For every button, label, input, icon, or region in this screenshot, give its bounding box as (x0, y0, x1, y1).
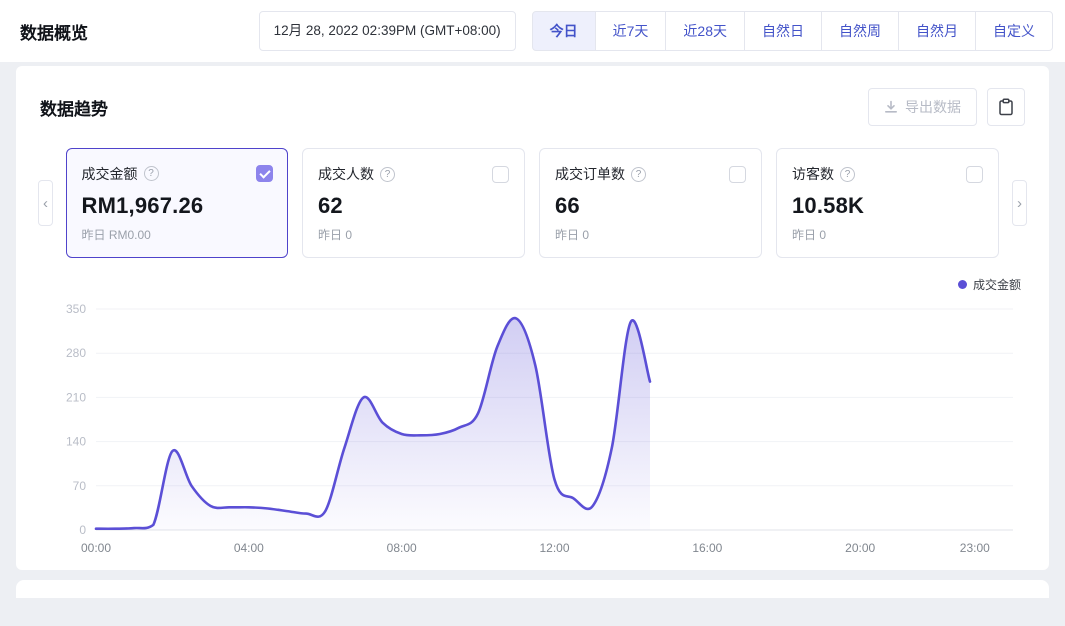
help-icon[interactable]: ? (143, 166, 159, 181)
tab-today[interactable]: 今日 (531, 11, 596, 51)
metric-cards-row: ‹ 成交金额 ? RM1,967.26 昨日 RM0.00 成交人数 ? 62 … (38, 148, 1027, 258)
data-trend-card: 数据趋势 导出数据 ‹ 成交金额 ? (16, 66, 1049, 570)
tab-natural-month[interactable]: 自然月 (898, 11, 976, 51)
trend-line-chart: 0 70 140 210 280 350 00:00 04:00 08:00 12:00 16:00… (66, 302, 1013, 555)
trend-card-header: 数据趋势 导出数据 (40, 88, 1025, 126)
help-icon[interactable]: ? (840, 166, 855, 182)
tab-last-28-days[interactable]: 近28天 (665, 11, 745, 51)
trend-card-actions: 导出数据 (868, 88, 1025, 126)
help-icon[interactable]: ? (631, 166, 646, 182)
svg-text:280: 280 (66, 346, 86, 360)
metric-checkbox[interactable] (966, 165, 983, 183)
svg-text:12:00: 12:00 (539, 541, 569, 555)
report-clipboard-button[interactable] (987, 88, 1025, 126)
date-range-display: 12月 28, 2022 02:39PM (GMT+08:00) (258, 11, 516, 51)
next-section-peek (16, 580, 1049, 598)
svg-text:140: 140 (66, 435, 86, 449)
metric-value: 10.58K (792, 193, 865, 218)
svg-text:350: 350 (66, 302, 86, 316)
svg-text:16:00: 16:00 (692, 541, 722, 555)
header-controls: 12月 28, 2022 02:39PM (GMT+08:00) 今日 近7天 … (258, 11, 1053, 51)
tab-natural-day[interactable]: 自然日 (744, 11, 822, 51)
metric-checkbox[interactable] (729, 165, 746, 183)
svg-text:23:00: 23:00 (960, 541, 990, 555)
metric-card-orders[interactable]: 成交订单数 ? 66 昨日 0 (539, 148, 762, 258)
metric-yesterday: 昨日 0 (792, 228, 827, 242)
metric-value: 62 (318, 193, 343, 218)
metric-yesterday: 昨日 RM0.00 (81, 227, 151, 242)
clipboard-icon (999, 98, 1013, 116)
svg-text:70: 70 (73, 479, 87, 493)
svg-text:08:00: 08:00 (387, 541, 417, 555)
date-range-tabs: 今日 近7天 近28天 自然日 自然周 自然月 自定义 (531, 11, 1053, 51)
metric-checkbox[interactable] (255, 165, 273, 182)
metric-label: 成交订单数 (555, 166, 625, 182)
chart-legend: 成交金额 (40, 276, 1025, 293)
tab-custom[interactable]: 自定义 (975, 11, 1053, 51)
page-title: 数据概览 (20, 23, 88, 43)
legend-label: 成交金额 (972, 278, 1021, 292)
metric-card-visitors[interactable]: 访客数 ? 10.58K 昨日 0 (776, 148, 999, 258)
metric-card-top: 成交金额 ? (82, 164, 273, 184)
download-icon (885, 100, 897, 113)
svg-text:0: 0 (79, 523, 86, 537)
metric-card-top: 成交订单数 ? (555, 164, 746, 184)
metric-label: 成交金额 (81, 165, 138, 182)
metric-card-top: 成交人数 ? (318, 164, 509, 184)
tab-last-7-days[interactable]: 近7天 (594, 11, 667, 51)
metric-value: RM1,967.26 (81, 192, 204, 218)
metric-label: 成交人数 (318, 166, 374, 182)
help-icon[interactable]: ? (380, 166, 395, 182)
svg-text:00:00: 00:00 (81, 541, 111, 555)
metric-checkbox[interactable] (492, 165, 509, 183)
svg-text:20:00: 20:00 (845, 541, 875, 555)
section-title: 数据趋势 (40, 99, 108, 119)
metric-card-top: 访客数 ? (792, 164, 983, 184)
metric-value: 66 (555, 193, 580, 218)
top-header: 数据概览 12月 28, 2022 02:39PM (GMT+08:00) 今日… (0, 0, 1065, 62)
legend-dot-icon (957, 280, 967, 289)
metric-label: 访客数 (792, 166, 834, 182)
metric-card-gmv[interactable]: 成交金额 ? RM1,967.26 昨日 RM0.00 (66, 148, 288, 258)
svg-text:210: 210 (66, 390, 86, 404)
metric-yesterday: 昨日 0 (555, 228, 590, 242)
scroll-right-button[interactable]: › (1012, 180, 1027, 226)
tab-natural-week[interactable]: 自然周 (821, 11, 899, 51)
metric-yesterday: 昨日 0 (318, 228, 353, 242)
export-data-button[interactable]: 导出数据 (868, 88, 977, 126)
svg-text:04:00: 04:00 (234, 541, 264, 555)
scroll-left-button[interactable]: ‹ (38, 180, 53, 226)
export-data-label: 导出数据 (905, 99, 961, 115)
metric-card-buyers[interactable]: 成交人数 ? 62 昨日 0 (302, 148, 525, 258)
